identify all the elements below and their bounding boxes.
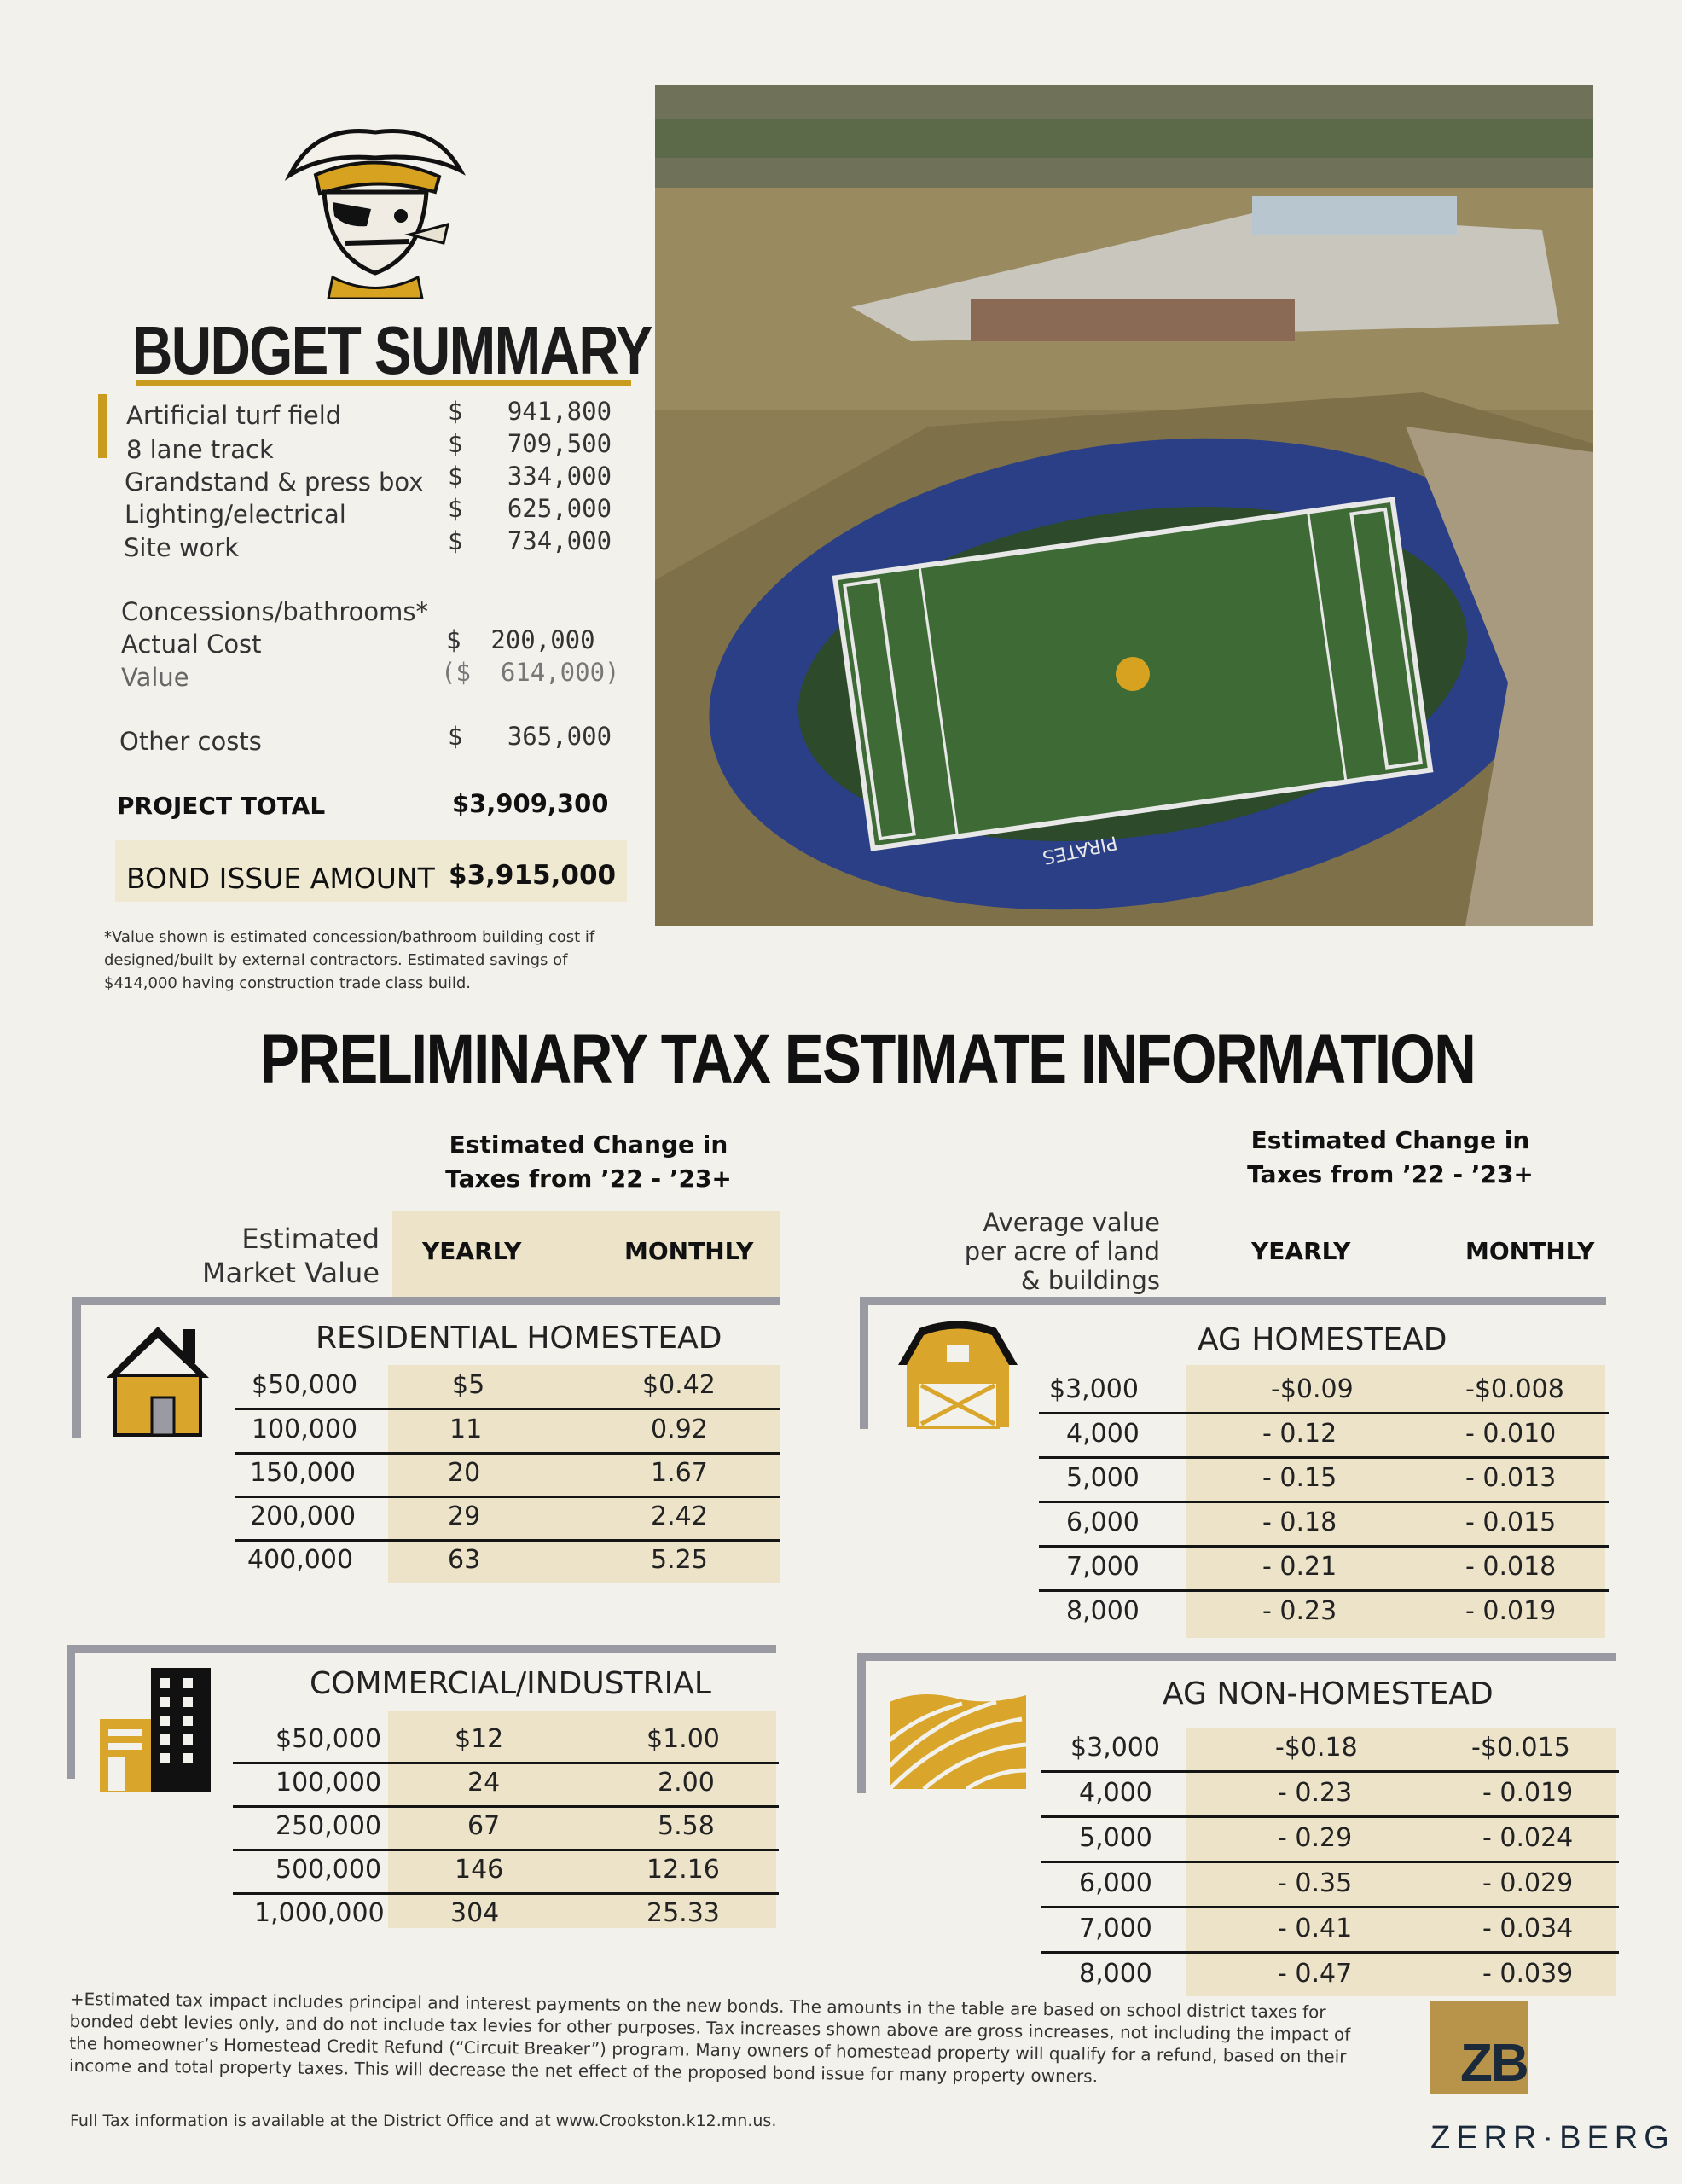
pirate-mascot-logo: [281, 115, 469, 300]
tax-footnote: +Estimated tax impact includes principal…: [68, 1989, 1351, 2087]
budget-summary-title: BUDGET SUMMARY: [132, 312, 652, 388]
frame-top: [860, 1297, 1606, 1305]
monthly-header: MONTHLY: [1465, 1237, 1595, 1265]
value-amount: ($ 614,000): [441, 658, 620, 687]
logo-name: ZERR·BERG: [1430, 2120, 1675, 2156]
yearly-header: YEARLY: [1251, 1237, 1351, 1265]
ag-nonhomestead-title: AG NON-HOMESTEAD: [1163, 1676, 1494, 1711]
table-row: $50,000 $12 $1.00: [233, 1719, 779, 1764]
project-total-label: PROJECT TOTAL: [117, 792, 326, 820]
title-rule: [136, 380, 631, 386]
table-row: 100,000 11 0.92: [235, 1409, 780, 1455]
table-row: 6,000- 0.18- 0.015: [1039, 1502, 1609, 1548]
budget-item-amount: $ 625,000: [448, 494, 612, 523]
commercial-title: COMMERCIAL/INDUSTRIAL: [310, 1666, 711, 1701]
yearly-header: YEARLY: [422, 1237, 522, 1265]
frame-side: [67, 1645, 75, 1779]
budget-item-label: 8 lane track: [126, 435, 274, 464]
accent-bar: [98, 394, 107, 458]
other-costs-label: Other costs: [119, 727, 262, 756]
budget-item-label: Site work: [124, 533, 240, 562]
table-row: 200,000 29 2.42: [235, 1496, 780, 1542]
actual-cost-label: Actual Cost: [121, 630, 262, 659]
table-row: 5,000- 0.15- 0.013: [1039, 1458, 1609, 1503]
budget-item-amount: $ 941,800: [448, 397, 612, 426]
budget-item-amount: $ 334,000: [448, 462, 612, 491]
frame-top: [857, 1653, 1616, 1661]
value-label: Value: [121, 663, 189, 692]
budget-item-amount: $ 709,500: [448, 429, 612, 458]
table-row: $3,000 -$0.09 -$0.008: [1039, 1369, 1609, 1414]
stadium-aerial-photo: PIRATES: [655, 85, 1593, 926]
table-row: $3,000 -$0.18 -$0.015: [1041, 1728, 1619, 1773]
frame-side: [860, 1297, 868, 1429]
building-icon: [96, 1668, 215, 1795]
actual-cost-amount: $ 200,000: [446, 625, 595, 654]
ag-homestead-title: AG HOMESTEAD: [1198, 1322, 1447, 1357]
value-band: [388, 1711, 776, 1928]
full-info-note: Full Tax information is available at the…: [70, 2111, 777, 2130]
house-icon: [102, 1322, 213, 1441]
table-row: 4,000- 0.23- 0.019: [1041, 1773, 1619, 1818]
bond-issue-label: BOND ISSUE AMOUNT: [126, 862, 435, 895]
table-row: 6,000- 0.35- 0.029: [1041, 1863, 1619, 1908]
project-total-amount: $3,909,300: [452, 789, 609, 818]
header-band-left: [392, 1211, 780, 1297]
frame-top: [67, 1645, 776, 1653]
table-row: 8,000- 0.23- 0.019: [1066, 1596, 1557, 1626]
residential-title: RESIDENTIAL HOMESTEAD: [316, 1321, 722, 1356]
concessions-label: Concessions/bathrooms*: [121, 597, 428, 626]
monthly-header: MONTHLY: [624, 1237, 754, 1265]
table-row: 1,000,000 304 25.33: [254, 1898, 720, 1928]
budget-item-label: Lighting/electrical: [125, 500, 346, 529]
table-row: 4,000- 0.12- 0.010: [1039, 1414, 1609, 1459]
value-band: [388, 1365, 780, 1583]
table-row: 7,000- 0.41- 0.034: [1041, 1908, 1619, 1954]
budget-item-label: Artificial turf field: [126, 401, 342, 430]
frame-side: [857, 1653, 866, 1793]
budget-footnote: *Value shown is estimated concession/bat…: [104, 928, 595, 992]
logo-square: [1430, 2001, 1528, 2094]
bond-highlight: [115, 840, 627, 902]
table-row: 7,000- 0.21- 0.018: [1039, 1547, 1609, 1592]
table-row: 400,000 63 5.25: [247, 1545, 708, 1575]
table-row: 8,000- 0.47- 0.039: [1079, 1959, 1574, 1989]
avg-value-label: Average value per acre of land & buildings: [964, 1208, 1160, 1295]
tax-estimate-title: PRELIMINARY TAX ESTIMATE INFORMATION: [260, 1020, 1476, 1098]
budget-item-label: Grandstand & press box: [125, 468, 424, 497]
table-row: 5,000- 0.29- 0.024: [1041, 1818, 1619, 1863]
other-costs-amount: $ 365,000: [448, 722, 612, 751]
change-header-left: Estimated Change in Taxes from ’22 - ’23+: [445, 1130, 732, 1193]
barn-icon: [894, 1318, 1022, 1432]
table-row: 150,000 20 1.67: [235, 1453, 780, 1498]
market-value-label: Estimated Market Value: [201, 1223, 380, 1289]
table-row: 250,000 67 5.58: [233, 1806, 779, 1851]
bond-issue-amount: $3,915,000: [449, 860, 617, 891]
logo-mark: ZB: [1460, 2034, 1529, 2093]
table-row: 100,000 24 2.00: [233, 1763, 779, 1808]
zerr-berg-logo: ZB ZERR·BERG: [1420, 2001, 1669, 2163]
change-header-right: Estimated Change in Taxes from ’22 - ’23+: [1247, 1126, 1534, 1188]
farm-field-icon: [885, 1685, 1030, 1795]
table-row: $50,000 $5 $0.42: [235, 1365, 780, 1410]
frame-top: [72, 1297, 780, 1305]
frame-side: [72, 1297, 81, 1438]
table-row: 500,000 146 12.16: [233, 1850, 779, 1895]
budget-item-amount: $ 734,000: [448, 526, 612, 555]
